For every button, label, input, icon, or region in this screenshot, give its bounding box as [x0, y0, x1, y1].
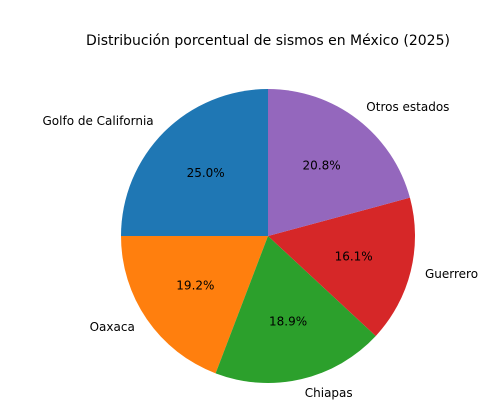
slice-label-oaxaca: Oaxaca	[90, 320, 135, 334]
chart-title: Distribución porcentual de sismos en Méx…	[86, 33, 450, 49]
pie-slice-otros-estados	[268, 89, 410, 236]
pct-label-chiapas: 18.9%	[269, 314, 307, 328]
pct-label-golfo-de-california: 25.0%	[187, 166, 225, 180]
pct-label-otros-estados: 20.8%	[303, 158, 341, 172]
pct-label-guerrero: 16.1%	[335, 250, 373, 264]
pie-labels: Golfo de California 25.0% Oaxaca 19.2% Chiap…	[43, 100, 479, 400]
pie-slice-golfo-de-california	[121, 89, 268, 236]
pie-slice-oaxaca	[121, 236, 268, 374]
slice-label-otros-estados: Otros estados	[366, 100, 449, 114]
pie-slice-chiapas	[215, 236, 376, 383]
pie-slices	[121, 89, 416, 383]
pie-slice-guerrero	[268, 197, 416, 336]
slice-label-guerrero: Guerrero	[425, 267, 478, 281]
pct-label-oaxaca: 19.2%	[176, 279, 214, 293]
slice-label-chiapas: Chiapas	[305, 386, 353, 400]
slice-label-golfo-de-california: Golfo de California	[43, 114, 154, 128]
